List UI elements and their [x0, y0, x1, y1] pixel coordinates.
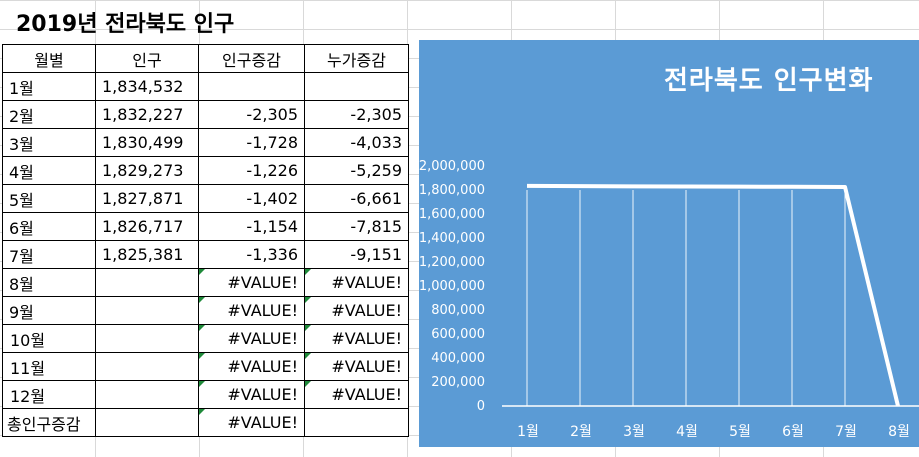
table-row: 12월 #VALUE! #VALUE!: [2, 380, 409, 409]
month-cell[interactable]: 4월: [2, 156, 96, 185]
month-cell[interactable]: 8월: [2, 268, 96, 297]
change-cell[interactable]: #VALUE!: [198, 268, 305, 297]
change-cell[interactable]: #VALUE!: [198, 352, 305, 381]
cumulative-cell[interactable]: #VALUE!: [304, 296, 409, 325]
cumulative-cell[interactable]: #VALUE!: [304, 352, 409, 381]
x-tick-label: 3월: [623, 424, 645, 440]
x-tick-label: 5월: [729, 424, 751, 440]
y-tick-label: 0: [477, 399, 485, 414]
month-cell[interactable]: 1월: [2, 72, 96, 101]
cumulative-cell[interactable]: -4,033: [304, 128, 409, 157]
y-tick-label: 1,000,000: [419, 279, 485, 294]
table-row: 3월 1,830,499 -1,728 -4,033: [2, 128, 409, 157]
y-tick-label: 2,000,000: [419, 159, 485, 174]
change-cell[interactable]: #VALUE!: [198, 324, 305, 353]
y-tick-label: 200,000: [431, 375, 485, 390]
total-change-cell[interactable]: #VALUE!: [198, 408, 305, 437]
population-table: 월별 인구 인구증감 누가증감 1월 1,834,532 2월 1,832,227 -2,305…: [2, 44, 409, 437]
population-cell[interactable]: 1,826,717: [95, 212, 199, 241]
month-cell[interactable]: 10월: [2, 324, 96, 353]
y-tick-label: 800,000: [431, 303, 485, 318]
table-row: 1월 1,834,532: [2, 72, 409, 101]
change-cell[interactable]: [198, 72, 305, 101]
total-pop-cell[interactable]: [95, 408, 199, 437]
table-row: 5월 1,827,871 -1,402 -6,661: [2, 184, 409, 213]
header-cell[interactable]: 누가증감: [304, 44, 409, 73]
population-cell[interactable]: 1,825,381: [95, 240, 199, 269]
table-header-row: 월별 인구 인구증감 누가증감: [2, 44, 409, 73]
month-cell[interactable]: 11월: [2, 352, 96, 381]
y-tick-label: 1,200,000: [419, 255, 485, 270]
month-cell[interactable]: 5월: [2, 184, 96, 213]
sheet-title[interactable]: 2019년 전라북도 인구: [16, 12, 235, 37]
change-cell[interactable]: -1,402: [198, 184, 305, 213]
change-cell[interactable]: #VALUE!: [198, 380, 305, 409]
header-cell[interactable]: 인구: [95, 44, 199, 73]
x-tick-label: 8월: [888, 424, 910, 440]
header-cell[interactable]: 인구증감: [198, 44, 305, 73]
y-tick-label: 1,600,000: [419, 207, 485, 222]
total-cumulative-cell[interactable]: [304, 408, 409, 437]
population-cell[interactable]: [95, 296, 199, 325]
y-tick-label: 600,000: [431, 327, 485, 342]
x-tick-label: 6월: [782, 424, 804, 440]
population-cell[interactable]: [95, 352, 199, 381]
y-tick-label: 1,400,000: [419, 231, 485, 246]
month-cell[interactable]: 7월: [2, 240, 96, 269]
y-tick-label: 1,800,000: [419, 183, 485, 198]
chart-title: 전라북도 인구변화: [664, 66, 874, 96]
cumulative-cell[interactable]: #VALUE!: [304, 324, 409, 353]
population-cell[interactable]: 1,829,273: [95, 156, 199, 185]
table-row: 8월 #VALUE! #VALUE!: [2, 268, 409, 297]
total-row: 총인구증감 #VALUE!: [2, 408, 409, 437]
population-cell[interactable]: 1,834,532: [95, 72, 199, 101]
x-tick-label: 2월: [570, 424, 592, 440]
table-row: 9월 #VALUE! #VALUE!: [2, 296, 409, 325]
total-label-cell[interactable]: 총인구증감: [2, 408, 96, 437]
month-cell[interactable]: 3월: [2, 128, 96, 157]
header-cell[interactable]: 월별: [2, 44, 96, 73]
table-row: 2월 1,832,227 -2,305 -2,305: [2, 100, 409, 129]
cumulative-cell[interactable]: -2,305: [304, 100, 409, 129]
x-tick-label: 1월: [517, 424, 539, 440]
change-cell[interactable]: -2,305: [198, 100, 305, 129]
change-cell[interactable]: -1,728: [198, 128, 305, 157]
x-tick-label: 4월: [676, 424, 698, 440]
month-cell[interactable]: 12월: [2, 380, 96, 409]
x-tick-label: 7월: [835, 424, 857, 440]
month-cell[interactable]: 2월: [2, 100, 96, 129]
cumulative-cell[interactable]: -5,259: [304, 156, 409, 185]
chart-plot: 2,000,000 1,800,000 1,600,000 1,400,000 1,20…: [419, 159, 919, 440]
cumulative-cell[interactable]: #VALUE!: [304, 380, 409, 409]
change-cell[interactable]: -1,154: [198, 212, 305, 241]
table-row: 7월 1,825,381 -1,336 -9,151: [2, 240, 409, 269]
population-cell[interactable]: 1,830,499: [95, 128, 199, 157]
population-cell[interactable]: 1,827,871: [95, 184, 199, 213]
population-chart[interactable]: 2,000,000 1,800,000 1,600,000 1,400,000 1,20…: [419, 40, 919, 447]
population-cell[interactable]: [95, 268, 199, 297]
population-cell[interactable]: [95, 324, 199, 353]
y-tick-label: 400,000: [431, 351, 485, 366]
cumulative-cell[interactable]: #VALUE!: [304, 268, 409, 297]
population-cell[interactable]: 1,832,227: [95, 100, 199, 129]
population-cell[interactable]: [95, 380, 199, 409]
table-row: 10월 #VALUE! #VALUE!: [2, 324, 409, 353]
table-row: 4월 1,829,273 -1,226 -5,259: [2, 156, 409, 185]
cumulative-cell[interactable]: [304, 72, 409, 101]
change-cell[interactable]: #VALUE!: [198, 296, 305, 325]
change-cell[interactable]: -1,336: [198, 240, 305, 269]
month-cell[interactable]: 6월: [2, 212, 96, 241]
cumulative-cell[interactable]: -6,661: [304, 184, 409, 213]
month-cell[interactable]: 9월: [2, 296, 96, 325]
cumulative-cell[interactable]: -7,815: [304, 212, 409, 241]
series-line[interactable]: [526, 183, 900, 407]
change-cell[interactable]: -1,226: [198, 156, 305, 185]
cumulative-cell[interactable]: -9,151: [304, 240, 409, 269]
table-row: 11월 #VALUE! #VALUE!: [2, 352, 409, 381]
table-row: 6월 1,826,717 -1,154 -7,815: [2, 212, 409, 241]
